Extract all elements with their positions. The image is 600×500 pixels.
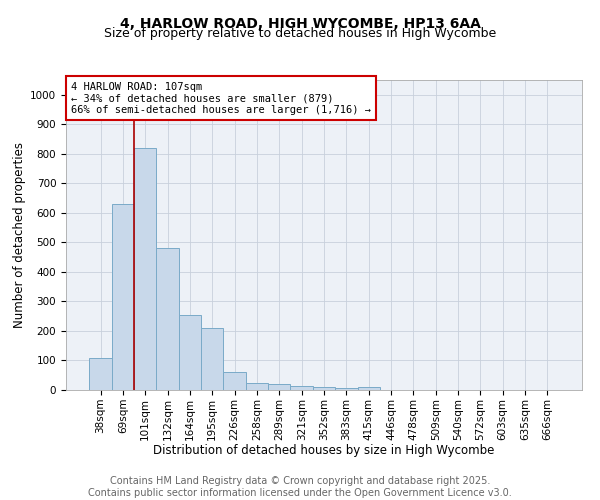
Text: Contains HM Land Registry data © Crown copyright and database right 2025.
Contai: Contains HM Land Registry data © Crown c… [88,476,512,498]
Bar [268,384,290,390]
Y-axis label: Number of detached properties: Number of detached properties [13,142,26,328]
Bar [246,382,268,390]
Bar [157,248,179,390]
Text: Size of property relative to detached houses in High Wycombe: Size of property relative to detached ho… [104,28,496,40]
Bar [134,148,157,390]
Bar [201,328,223,390]
Text: 4, HARLOW ROAD, HIGH WYCOMBE, HP13 6AA: 4, HARLOW ROAD, HIGH WYCOMBE, HP13 6AA [119,18,481,32]
Bar [290,386,313,390]
Bar [358,387,380,390]
Bar [179,314,201,390]
Bar [313,387,335,390]
Text: 4 HARLOW ROAD: 107sqm
← 34% of detached houses are smaller (879)
66% of semi-det: 4 HARLOW ROAD: 107sqm ← 34% of detached … [71,82,371,115]
Bar [335,388,358,390]
Bar [112,204,134,390]
Bar [223,372,246,390]
Bar [89,358,112,390]
X-axis label: Distribution of detached houses by size in High Wycombe: Distribution of detached houses by size … [154,444,494,457]
